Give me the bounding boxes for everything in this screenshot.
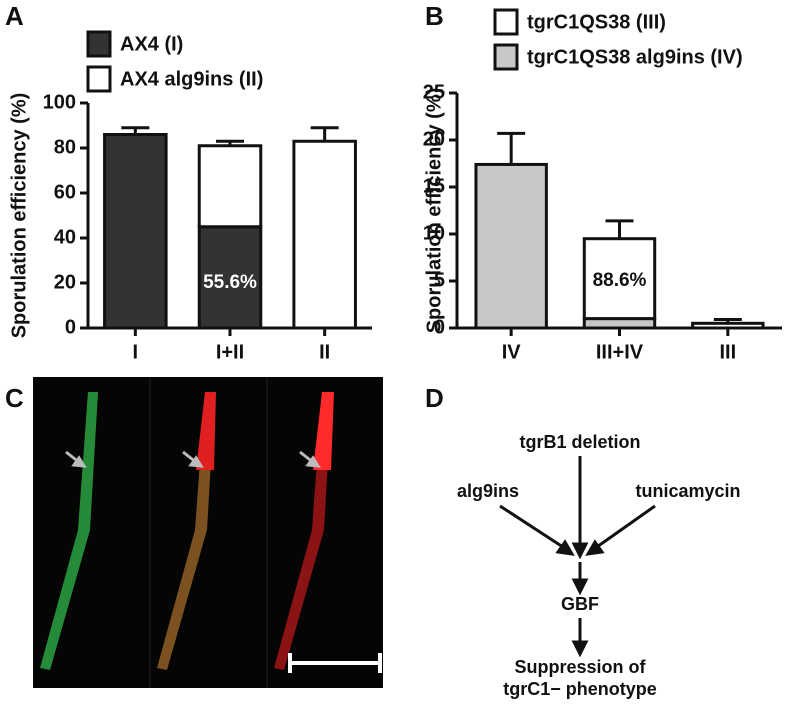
annotation: 55.6% <box>203 272 257 293</box>
diagram-node: Suppression of <box>514 657 646 677</box>
legend-swatch <box>86 65 112 93</box>
panel-label: A <box>5 1 24 31</box>
bar-segment <box>292 139 357 330</box>
diagram-arrows <box>499 456 656 658</box>
panel-label: B <box>425 1 444 31</box>
legend-swatch <box>493 43 519 71</box>
bar-segment <box>103 133 168 330</box>
x-tick-label: I <box>133 341 139 363</box>
diagram-node: tgrB1 deletion <box>519 432 640 452</box>
y-tick-label: 10 <box>423 222 445 244</box>
diagram-node: tgrC1− phenotype <box>503 679 657 699</box>
y-axis-label: Sporulation efficiency (%) <box>423 88 445 334</box>
y-tick-label: 0 <box>65 316 76 338</box>
bar-segment <box>197 144 263 229</box>
bar-segment <box>582 237 657 321</box>
panel-label: D <box>425 383 444 413</box>
y-tick-label: 20 <box>423 128 445 150</box>
x-tick-label: I+II <box>216 341 244 363</box>
x-tick-label: III+IV <box>596 341 644 363</box>
micrograph <box>33 377 383 688</box>
legend-label: tgrC1QS38 alg9ins (IV) <box>527 46 743 68</box>
diagram-node: tunicamycin <box>635 481 740 501</box>
legend-label: tgrC1QS38 (III) <box>527 11 666 33</box>
panel-label: C <box>5 383 24 413</box>
legend-swatch <box>493 8 519 36</box>
x-tick-label: IV <box>502 341 522 363</box>
y-tick-label: 40 <box>54 226 76 248</box>
legend-label: AX4 alg9ins (II) <box>120 68 263 90</box>
y-tick-label: 100 <box>43 91 76 113</box>
diagram-node: alg9ins <box>457 481 519 501</box>
x-tick-label: II <box>319 341 330 363</box>
y-tick-label: 80 <box>54 136 76 158</box>
legend-swatch <box>86 30 112 58</box>
y-tick-label: 60 <box>54 181 76 203</box>
y-tick-label: 25 <box>423 81 445 103</box>
y-tick-label: 5 <box>434 269 445 291</box>
bar-segment <box>474 162 548 330</box>
legend-label: AX4 (I) <box>120 33 183 55</box>
diagram-node: GBF <box>561 594 599 614</box>
x-tick-label: III <box>719 341 736 363</box>
y-tick-label: 15 <box>423 175 445 197</box>
y-axis-label: Sporulation efficiency (%) <box>8 93 30 339</box>
bar-segment <box>691 321 765 330</box>
y-tick-label: 0 <box>434 316 445 338</box>
bar-segment <box>197 225 263 330</box>
annotation: 88.6% <box>593 270 647 291</box>
y-tick-label: 20 <box>54 271 76 293</box>
